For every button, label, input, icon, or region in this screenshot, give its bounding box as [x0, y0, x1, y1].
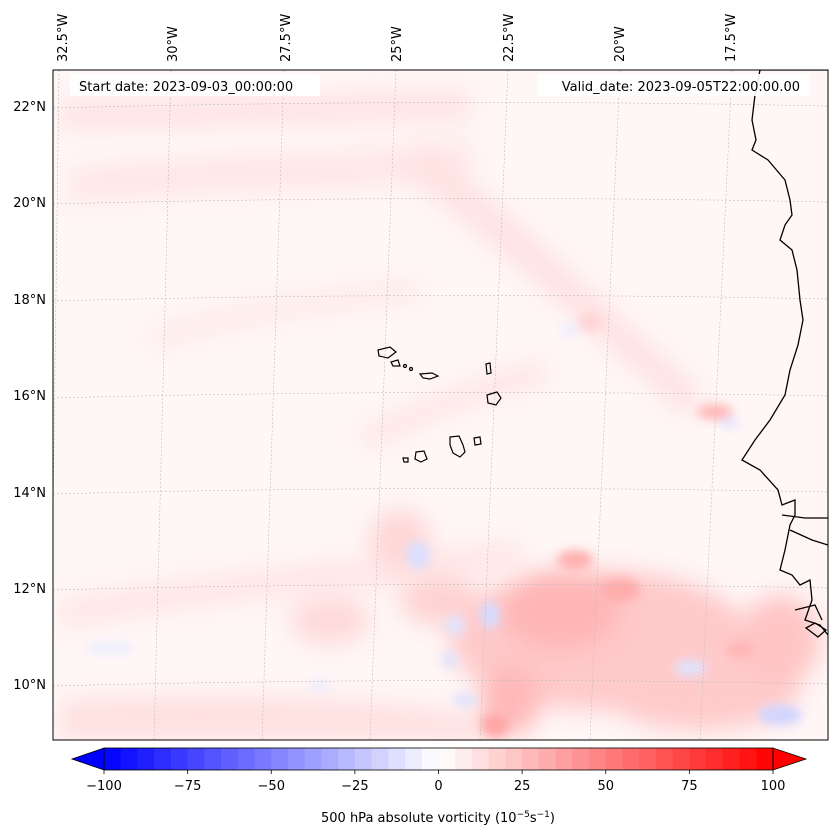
- start-date: Start date: 2023-09-03_00:00:00: [79, 80, 293, 95]
- africa-coastline: [741, 70, 828, 636]
- colorbar-cell: [706, 748, 724, 770]
- lat-label: 16°N: [13, 389, 46, 404]
- colorbar-tick-label: −75: [174, 779, 201, 794]
- colorbar-label: 500 hPa absolute vorticity (10−5s−1): [321, 810, 555, 826]
- colorbar-tick-label: 75: [681, 779, 698, 794]
- colorbar-cell: [689, 748, 707, 770]
- colorbar-cell: [722, 748, 741, 770]
- colorbar-cell: [154, 748, 172, 770]
- coastline: [741, 70, 828, 638]
- valid-date-box: [538, 74, 810, 96]
- colorbar-tick-label: −50: [258, 779, 285, 794]
- colorbar-cell: [405, 748, 423, 770]
- colorbar-cell: [388, 748, 406, 770]
- lon-label: 17.5°W: [724, 14, 739, 62]
- lon-label: 22.5°W: [502, 14, 517, 62]
- colorbar-tick-label: −100: [86, 779, 122, 794]
- colorbar-cell: [304, 748, 323, 770]
- colorbar-tick-label: −25: [341, 779, 368, 794]
- lat-label: 12°N: [13, 582, 46, 597]
- colorbar-cell: [672, 748, 690, 770]
- latitude-labels: 22°N 20°N 18°N 16°N 14°N 12°N 10°N: [13, 100, 46, 693]
- colorbar-tick-label: 25: [514, 779, 531, 794]
- colorbar-extend-min: [70, 747, 105, 771]
- colorbar-cell: [421, 748, 440, 770]
- colorbar-cell: [471, 748, 490, 770]
- colorbar-cell: [338, 748, 356, 770]
- lat-label: 14°N: [13, 486, 46, 501]
- colorbar-cell: [488, 748, 507, 770]
- colorbar-cell: [572, 748, 590, 770]
- colorbar-cell: [187, 748, 205, 770]
- colorbar-cell: [505, 748, 523, 770]
- colorbar-cell: [321, 748, 339, 770]
- lat-label: 10°N: [13, 678, 46, 693]
- colorbar-cell: [555, 748, 573, 770]
- colorbar-cell: [371, 748, 389, 770]
- colorbar-cell: [237, 748, 256, 770]
- colorbar-cell: [622, 748, 640, 770]
- colorbar-cell: [655, 748, 674, 770]
- colorbar-cell: [438, 748, 456, 770]
- lat-label: 22°N: [13, 100, 46, 115]
- lat-label: 20°N: [13, 196, 46, 211]
- colorbar-cell: [104, 748, 122, 770]
- colorbar-cell: [204, 748, 222, 770]
- map-frame: [52, 69, 829, 741]
- colorbar-cell: [739, 748, 757, 770]
- colorbar-tick-label: 50: [597, 779, 614, 794]
- colorbar-cell: [170, 748, 189, 770]
- colorbar-ticks: −100 −75 −50 −25 0 25 50 75 100: [86, 770, 785, 794]
- lon-label: 30°W: [166, 26, 181, 62]
- lat-label: 18°N: [13, 293, 46, 308]
- lon-label: 25°W: [390, 26, 405, 62]
- colorbar-cell: [221, 748, 239, 770]
- colorbar-extend-max: [772, 747, 808, 771]
- colorbar-tick-label: 100: [761, 779, 786, 794]
- colorbar-cell: [522, 748, 540, 770]
- colorbar-cell: [756, 748, 774, 770]
- colorbar-tick-label: 0: [434, 779, 442, 794]
- colorbar-cell: [455, 748, 473, 770]
- cape-verde-islands: [377, 346, 502, 463]
- longitude-labels: 32.5°W 30°W 27.5°W 25°W 22.5°W 20°W 17.5…: [56, 14, 739, 62]
- lon-label: 32.5°W: [56, 14, 71, 62]
- colorbar-cell: [287, 748, 306, 770]
- lon-label: 20°W: [613, 26, 628, 62]
- valid-date: Valid_date: 2023-09-05T22:00:00.00: [562, 80, 800, 95]
- colorbar-cell: [137, 748, 155, 770]
- colorbar-cell: [605, 748, 624, 770]
- start-date-box: [70, 74, 320, 96]
- colorbar-cell: [354, 748, 373, 770]
- colorbar-cell: [254, 748, 272, 770]
- colorbar-cells: [104, 748, 774, 770]
- colorbar: −100 −75 −50 −25 0 25 50 75 100 500 hPa absolute…: [70, 747, 808, 826]
- lon-label: 27.5°W: [279, 14, 294, 62]
- colorbar-cell: [639, 748, 657, 770]
- colorbar-cell: [120, 748, 139, 770]
- vorticity-field: [60, 90, 820, 740]
- gridlines: [53, 70, 828, 740]
- colorbar-cell: [538, 748, 557, 770]
- colorbar-cell: [271, 748, 289, 770]
- colorbar-cell: [589, 748, 607, 770]
